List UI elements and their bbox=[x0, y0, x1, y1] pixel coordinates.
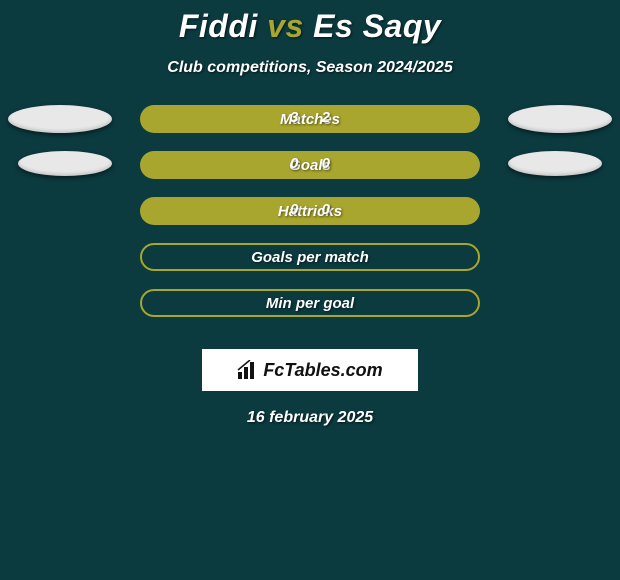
stat-value-left: 0 bbox=[290, 201, 298, 218]
stat-label: Goals per match bbox=[251, 249, 369, 266]
stat-bar: 3 Matches 2 bbox=[140, 105, 480, 133]
stat-label: Matches bbox=[280, 111, 340, 128]
stat-value-right: 0 bbox=[322, 201, 330, 218]
stat-value-right: 0 bbox=[322, 155, 330, 172]
stat-row-goals-per-match: Goals per match bbox=[0, 243, 620, 289]
comparison-title: Fiddi vs Es Saqy bbox=[0, 0, 620, 45]
title-player2: Es Saqy bbox=[313, 8, 441, 44]
stat-row-goals: 0 Goals 0 bbox=[0, 151, 620, 197]
source-logo: FcTables.com bbox=[202, 349, 418, 391]
stat-label: Min per goal bbox=[266, 295, 354, 312]
logo-content: FcTables.com bbox=[237, 360, 382, 381]
stat-label: Hattricks bbox=[278, 203, 342, 220]
stat-bar: Min per goal bbox=[140, 289, 480, 317]
title-player1: Fiddi bbox=[179, 8, 258, 44]
stat-bar: 0 Goals 0 bbox=[140, 151, 480, 179]
date-label: 16 february 2025 bbox=[0, 409, 620, 427]
player2-badge bbox=[508, 105, 612, 133]
stat-value-left: 3 bbox=[290, 109, 298, 126]
stat-row-hattricks: 0 Hattricks 0 bbox=[0, 197, 620, 243]
player2-badge bbox=[508, 151, 602, 176]
player1-badge bbox=[8, 105, 112, 133]
stat-value-left: 0 bbox=[290, 155, 298, 172]
title-vs: vs bbox=[267, 8, 304, 44]
stat-bar: Goals per match bbox=[140, 243, 480, 271]
stat-bar: 0 Hattricks 0 bbox=[140, 197, 480, 225]
stat-row-min-per-goal: Min per goal bbox=[0, 289, 620, 335]
logo-text: FcTables.com bbox=[263, 360, 382, 381]
subtitle: Club competitions, Season 2024/2025 bbox=[0, 59, 620, 77]
bar-chart-icon bbox=[237, 360, 259, 380]
stat-row-matches: 3 Matches 2 bbox=[0, 105, 620, 151]
stats-container: 3 Matches 2 0 Goals 0 0 Hattricks 0 Goal… bbox=[0, 105, 620, 335]
player1-badge bbox=[18, 151, 112, 176]
stat-value-right: 2 bbox=[322, 109, 330, 126]
